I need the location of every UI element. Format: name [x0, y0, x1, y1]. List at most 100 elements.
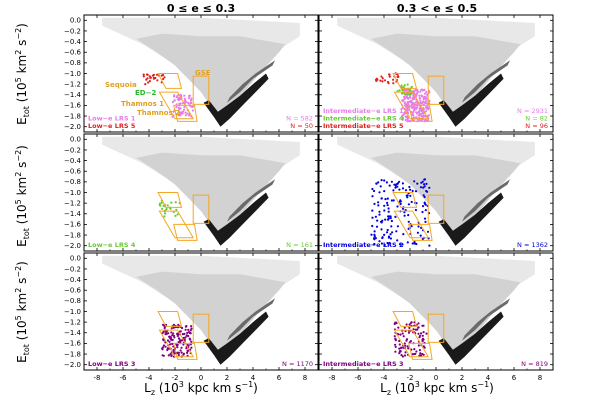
data-point [190, 101, 193, 105]
data-point [142, 73, 145, 76]
density-core [136, 152, 286, 238]
data-point [398, 347, 401, 350]
data-point [393, 335, 396, 338]
density-core [371, 271, 521, 357]
density-disk-ridge [438, 192, 504, 246]
gse-box [192, 75, 210, 105]
data-point [408, 100, 411, 103]
data-point [419, 99, 422, 102]
data-point [180, 94, 183, 97]
data-point [401, 182, 404, 185]
data-point [416, 328, 419, 331]
data-point [381, 80, 384, 83]
data-point [407, 220, 410, 223]
data-point [170, 331, 173, 334]
selection-boxes [157, 73, 210, 122]
data-point [187, 101, 190, 104]
data-point [175, 103, 178, 106]
data-point [397, 75, 400, 78]
data-point [409, 188, 412, 191]
data-point [414, 208, 417, 212]
y-tick-label: −0.2 [64, 265, 81, 273]
data-point [146, 77, 149, 80]
thamnos1-box [393, 91, 430, 120]
data-point [185, 347, 188, 350]
data-point [419, 186, 423, 189]
data-point [420, 102, 423, 105]
data-point [162, 204, 165, 207]
data-point [425, 106, 428, 109]
data-point [419, 352, 422, 355]
data-point [400, 346, 403, 349]
data-point [383, 179, 386, 182]
data-point [418, 109, 421, 112]
data-point [392, 78, 395, 81]
x-tick-label: 6 [277, 374, 282, 382]
col-title-left: 0 ≤ e ≤ 0.3 [167, 2, 235, 15]
data-point [172, 326, 175, 329]
data-point [184, 328, 187, 331]
thamnos2-box [408, 223, 433, 241]
data-point [176, 213, 179, 216]
data-point [148, 80, 151, 83]
data-point [418, 107, 421, 110]
data-point [412, 116, 415, 119]
data-point [421, 334, 424, 337]
data-point [172, 350, 175, 353]
density-disk-ridge [438, 311, 504, 365]
data-point [403, 214, 406, 217]
data-point [377, 201, 380, 204]
y-tick-label: −1.0 [64, 308, 81, 316]
data-point [174, 201, 177, 204]
y-tick-label: −0.6 [64, 168, 82, 176]
data-point [380, 242, 383, 245]
data-point [386, 228, 389, 232]
panel-bottom-left: -8 -6 -4 -2 0 2 4 6 8 0.0 −0.2 −0.4 −0.6 −0.8 −1.0 −1.2… [64, 252, 319, 382]
density-core [136, 271, 286, 357]
data-point [377, 204, 380, 207]
data-point [380, 228, 383, 231]
ed2-box [392, 73, 418, 89]
data-point [186, 112, 189, 115]
data-point [426, 230, 430, 233]
legend-count: N = 96 [525, 122, 548, 130]
data-point [401, 243, 404, 246]
data-point [179, 339, 182, 342]
data-point [401, 92, 404, 95]
panel-middle-right: Intermediate−e LRS 2 N = 1362 [318, 133, 554, 252]
data-point [378, 210, 381, 213]
legend-label: Low−e LRS 1 [88, 115, 136, 123]
data-point [161, 323, 165, 326]
data-point [394, 215, 397, 218]
data-point [411, 242, 414, 245]
data-point [404, 344, 407, 347]
data-point [422, 194, 425, 197]
data-point [185, 334, 189, 337]
data-point [404, 103, 407, 106]
data-point [397, 333, 400, 336]
data-point [400, 84, 403, 87]
data-point [386, 204, 389, 207]
x-tick-label: -4 [146, 374, 154, 382]
x-tick-label: 4 [251, 374, 256, 382]
data-point [417, 332, 420, 335]
data-point [383, 233, 386, 236]
ed2-box [392, 311, 418, 327]
data-point [387, 236, 390, 239]
data-point [380, 75, 383, 78]
data-point [165, 207, 168, 211]
data-point [392, 82, 395, 85]
data-point [389, 237, 392, 240]
data-point [428, 99, 431, 102]
data-point [398, 339, 401, 343]
legend-count: N = 161 [286, 241, 313, 249]
data-point [423, 183, 426, 186]
data-point [183, 106, 186, 109]
data-point [419, 234, 422, 237]
y-tick-label: −2.0 [64, 242, 81, 250]
data-point [404, 118, 407, 122]
data-point [401, 355, 404, 358]
data-point [381, 236, 384, 239]
data-point [178, 102, 181, 105]
density-disk-halo [462, 298, 511, 341]
